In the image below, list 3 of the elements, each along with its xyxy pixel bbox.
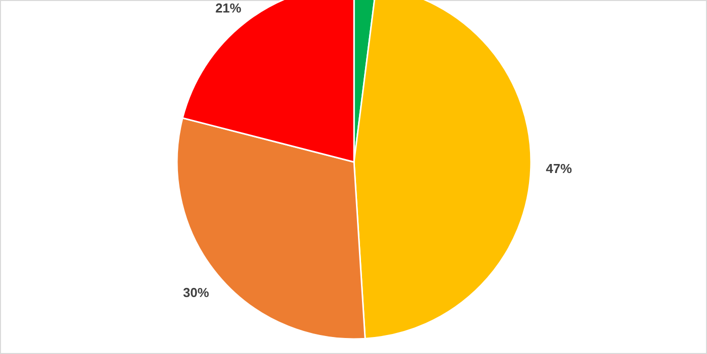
data-label: 30% xyxy=(183,285,210,300)
data-label: 47% xyxy=(546,160,572,176)
data-label: 21% xyxy=(215,0,242,16)
